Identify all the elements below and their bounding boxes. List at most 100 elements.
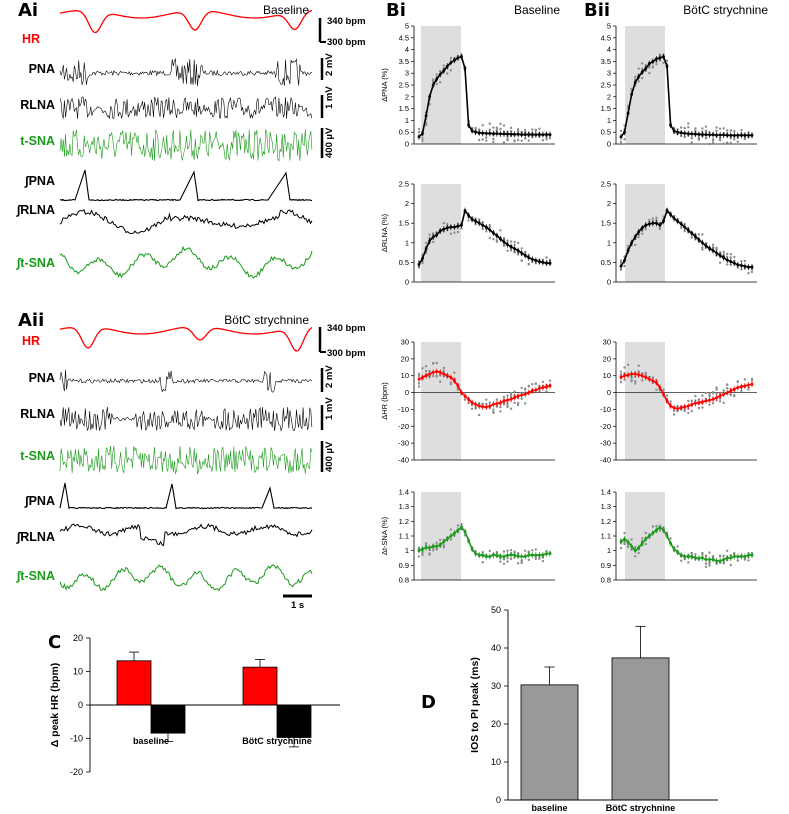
bi-scatter-point (453, 231, 456, 234)
bii-scatter-point (658, 529, 662, 532)
bi-scatter-point (516, 128, 520, 131)
bii-mean-point (623, 537, 626, 541)
bi-scatter-point (442, 221, 445, 225)
bi-mean-point (513, 553, 516, 557)
bii-mean-point (640, 70, 644, 74)
bii-mean-point (722, 256, 726, 260)
bii-tick-label: 2 (607, 92, 611, 101)
bii-scatter-point (729, 129, 732, 132)
bii-scatter-point (637, 551, 640, 555)
bi-mean-point (431, 83, 435, 87)
bii-scatter-point (623, 378, 626, 381)
bi-mean-point (538, 133, 541, 137)
bii-scatter-point (648, 218, 651, 221)
bii-mean-point (694, 402, 697, 405)
bi-mean-point (424, 247, 428, 251)
bii-mean-point (658, 56, 662, 60)
bii-tick-label: 0.5 (601, 258, 611, 267)
bi-scatter-point (545, 138, 548, 141)
bi-mean-point (463, 530, 467, 533)
bi-mean-point (470, 129, 474, 133)
bi-mean-point (417, 263, 421, 266)
bii-scatter-point (726, 129, 729, 132)
bii-scatter-point (655, 388, 658, 391)
bi-mean-point (506, 243, 509, 247)
d-tick-label: 50 (491, 605, 501, 615)
bi-scatter-point (541, 559, 545, 563)
bii-scatter-point (722, 127, 725, 130)
bi-mean-point (545, 261, 548, 265)
bi-tick-label: -10 (398, 405, 409, 414)
bi-mean-point (435, 77, 439, 81)
ai-rlna-trace (59, 96, 313, 120)
bii-subplot-0: 0 0.5 1 1.5 2 2.5 3 3.5 4 4.5 5 (601, 22, 757, 149)
bi-scatter-point (509, 393, 513, 397)
bi-scatter-point (513, 550, 516, 553)
bii-scatter-point (701, 127, 704, 130)
bi-tick-label: -40 (398, 456, 409, 465)
bii-scatter-point (740, 260, 743, 263)
bii-scatter-point (729, 263, 732, 266)
bii-mean-point (630, 241, 633, 245)
bii-mean-point (658, 386, 662, 389)
bi-scatter-point (478, 128, 481, 131)
bi-mean-point (435, 544, 439, 548)
bii-scatter-point (672, 413, 676, 416)
bii-mean-point (740, 385, 743, 389)
bi-mean-point (467, 397, 470, 401)
bi-tick-label: 0 (405, 388, 409, 397)
bi-mean-point (527, 553, 531, 557)
bii-scatter-point (687, 126, 690, 129)
bi-ylabel-2: ΔHR (bpm) (380, 382, 389, 420)
bii-mean-point (647, 534, 651, 538)
bi-tick-label: 1.5 (399, 219, 409, 228)
bii-scatter-point (626, 545, 630, 549)
bii-scatter-point (747, 271, 750, 275)
bii-mean-point (662, 528, 665, 532)
bii-mean-point (672, 547, 676, 551)
aii-rlna-trace (59, 406, 313, 432)
c-bar (242, 666, 278, 706)
c-bar (276, 704, 312, 738)
bi-mean-point (516, 132, 520, 136)
bii-tick-label: 4 (607, 45, 611, 54)
bi-scatter-point (492, 126, 495, 129)
bii-scatter-point (690, 141, 693, 144)
bi-mean-point (548, 261, 552, 265)
bii-scatter-point (701, 246, 704, 249)
bii-scatter-point (623, 138, 626, 141)
bi-mean-point (474, 219, 477, 223)
d-tick-label: 30 (491, 681, 501, 691)
bi-scatter-point (548, 379, 552, 382)
bii-scatter-point (680, 226, 683, 229)
bii-scatter-point (641, 232, 644, 235)
bii-mean-point (626, 249, 630, 253)
bii-mean-point (676, 219, 679, 223)
bii-scatter-point (651, 217, 655, 220)
bii-mean-point (708, 246, 711, 250)
bii-scatter-point (729, 563, 732, 567)
bii-scatter-point (665, 59, 669, 62)
bi-shade-0 (421, 26, 461, 144)
bi-scatter-point (481, 402, 484, 405)
bi-mean-point (538, 553, 541, 557)
bii-scatter-point (623, 540, 626, 544)
bi-scatter-point (524, 402, 527, 405)
bi-mean-point (481, 405, 485, 409)
bi-scatter-point (432, 361, 435, 365)
bi-scatter-point (524, 549, 527, 552)
bi-mean-point (499, 237, 502, 241)
bii-mean-point (619, 264, 623, 268)
bi-tick-label: 10 (401, 371, 409, 380)
bi-scatter-point (488, 128, 491, 131)
bii-mean-point (708, 398, 711, 402)
bii-mean-point (669, 541, 672, 545)
bii-tick-label: 0 (607, 388, 611, 397)
bi-mean-point (453, 225, 456, 229)
aii-label-pna: PNA (29, 371, 55, 385)
bii-scatter-point (694, 129, 697, 132)
panel-label-bi: Bi (386, 0, 406, 21)
bi-scatter-point (485, 139, 488, 142)
bi-scatter-point (545, 390, 548, 393)
bii-scatter-point (701, 406, 704, 409)
